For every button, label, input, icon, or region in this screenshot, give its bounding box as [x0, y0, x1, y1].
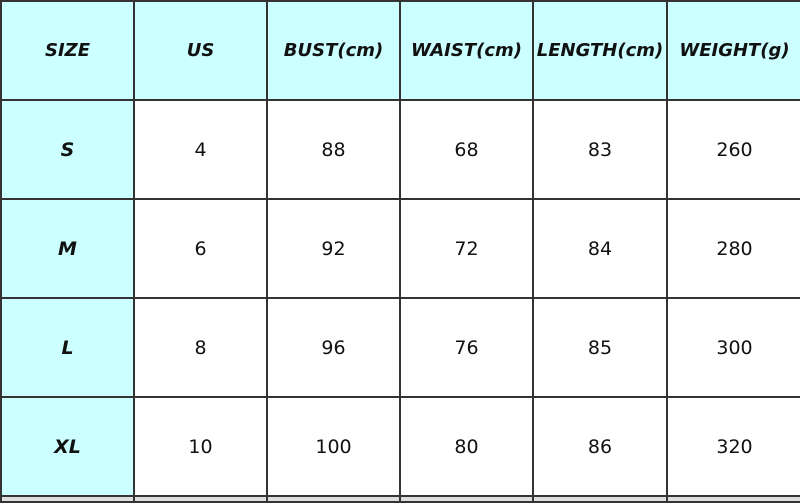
header-row: SIZE US BUST(cm) WAIST(cm) LENGTH(cm) WE…	[0, 0, 800, 101]
cell-bust: 100	[266, 396, 401, 497]
header-bust: BUST(cm)	[266, 0, 401, 101]
cell-length: 85	[532, 297, 668, 398]
cell-waist: 72	[399, 198, 534, 299]
header-weight: WEIGHT(g)	[666, 0, 800, 101]
cell-bust: 92	[266, 198, 401, 299]
cell-waist: 80	[399, 396, 534, 497]
cell-weight: 300	[666, 297, 800, 398]
edge-cell	[266, 495, 401, 503]
cell-weight: 260	[666, 99, 800, 200]
header-size: SIZE	[0, 0, 135, 101]
cell-waist: 68	[399, 99, 534, 200]
cell-us: 6	[133, 198, 268, 299]
cell-us: 4	[133, 99, 268, 200]
table-row: M 6 92 72 84 280	[0, 198, 800, 299]
cell-size: S	[0, 99, 135, 200]
cell-us: 10	[133, 396, 268, 497]
cell-waist: 76	[399, 297, 534, 398]
cell-weight: 320	[666, 396, 800, 497]
table-row: XL 10 100 80 86 320	[0, 396, 800, 497]
header-waist: WAIST(cm)	[399, 0, 534, 101]
cell-bust: 96	[266, 297, 401, 398]
edge-cell	[666, 495, 800, 503]
edge-cell	[0, 495, 135, 503]
table-row: S 4 88 68 83 260	[0, 99, 800, 200]
cell-length: 83	[532, 99, 668, 200]
table-edge-row	[0, 495, 800, 503]
edge-cell	[133, 495, 268, 503]
cell-size: M	[0, 198, 135, 299]
cell-size: L	[0, 297, 135, 398]
cell-weight: 280	[666, 198, 800, 299]
table-row: L 8 96 76 85 300	[0, 297, 800, 398]
cell-length: 86	[532, 396, 668, 497]
cell-us: 8	[133, 297, 268, 398]
cell-bust: 88	[266, 99, 401, 200]
edge-cell	[532, 495, 668, 503]
header-length: LENGTH(cm)	[532, 0, 668, 101]
cell-size: XL	[0, 396, 135, 497]
cell-length: 84	[532, 198, 668, 299]
header-us: US	[133, 0, 268, 101]
edge-cell	[399, 495, 534, 503]
